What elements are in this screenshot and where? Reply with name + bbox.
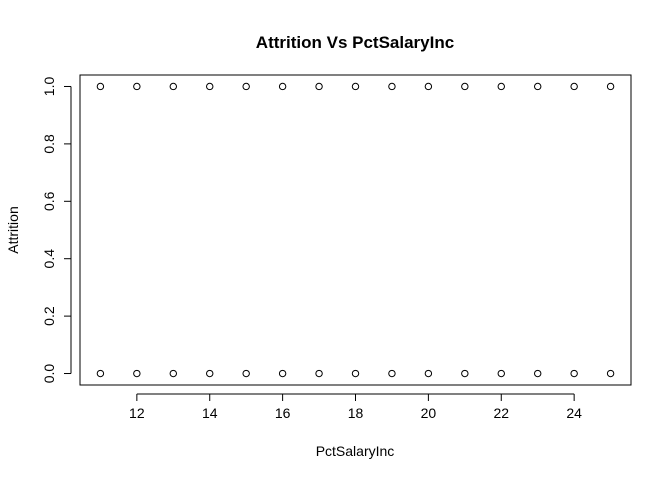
data-point	[424, 82, 433, 91]
y-tick-label: 1.0	[41, 77, 57, 97]
data-point	[606, 369, 615, 378]
data-point	[461, 82, 469, 91]
data-point	[206, 82, 214, 91]
data-point	[497, 82, 505, 91]
data-point	[206, 369, 214, 378]
data-point	[534, 82, 542, 91]
data-point	[606, 82, 615, 91]
x-tick-label: 22	[493, 405, 509, 421]
data-point	[278, 369, 287, 378]
data-point	[461, 369, 469, 378]
y-axis-label: Attrition	[5, 206, 21, 253]
data-point	[133, 369, 141, 378]
data-point	[278, 82, 287, 91]
x-tick-label: 16	[275, 405, 291, 421]
data-point	[570, 82, 578, 91]
data-point	[570, 369, 578, 378]
x-tick-label: 12	[129, 405, 145, 421]
y-tick-label: 0.6	[41, 191, 57, 211]
x-tick-label: 18	[348, 405, 364, 421]
data-point	[351, 82, 360, 91]
y-tick-label: 0.2	[41, 306, 57, 326]
x-tick-label: 14	[202, 405, 218, 421]
y-axis: 0.0 0.2 0.4 0.6 0.8 1.0	[41, 77, 72, 384]
data-point	[133, 82, 141, 91]
y-tick-label: 0.8	[41, 134, 57, 154]
y-tick-label: 0.4	[41, 249, 57, 269]
data-point	[315, 82, 323, 91]
x-axis: 12 14 16 18 20 22 24	[129, 393, 582, 421]
x-axis-label: PctSalaryInc	[316, 443, 395, 459]
plot-frame	[79, 74, 632, 386]
data-point	[424, 369, 433, 378]
data-point	[315, 369, 323, 378]
data-point	[242, 82, 250, 91]
data-points	[96, 82, 615, 378]
data-point	[497, 369, 505, 378]
data-point	[96, 82, 105, 91]
chart-title: Attrition Vs PctSalaryInc	[256, 33, 454, 52]
data-point	[388, 82, 396, 91]
data-point	[534, 369, 542, 378]
data-point	[169, 82, 177, 91]
x-tick-label: 20	[421, 405, 437, 421]
data-point	[169, 369, 177, 378]
data-point	[388, 369, 396, 378]
data-point	[242, 369, 250, 378]
data-point	[351, 369, 360, 378]
data-point	[96, 369, 105, 378]
x-tick-label: 24	[566, 405, 582, 421]
y-tick-label: 0.0	[41, 364, 57, 384]
